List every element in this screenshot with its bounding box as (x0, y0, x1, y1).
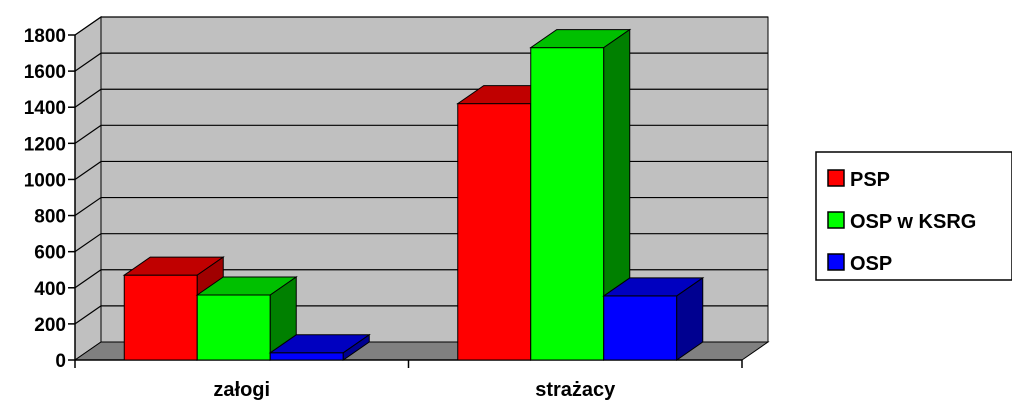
bar-front (457, 103, 532, 361)
legend: PSP OSP w KSRG OSP (815, 151, 1012, 281)
bar (195, 276, 298, 361)
y-tick-label: 800 (34, 207, 66, 228)
legend-swatch (827, 253, 845, 271)
bar (602, 276, 705, 361)
bar-side (342, 333, 370, 361)
y-tick-label: 1400 (24, 98, 66, 119)
x-category-label: strażacy (535, 379, 616, 401)
y-tick-label: 1000 (24, 170, 66, 191)
y-tick-label: 1800 (24, 26, 66, 47)
bar-front (603, 295, 678, 361)
axis-labels: 0 200 400 600 800 1000 1200 1400 1600 1800 załogi s… (24, 26, 616, 401)
y-tick-label: 1200 (24, 134, 66, 155)
legend-label: PSP (850, 169, 890, 191)
bar-front (530, 47, 605, 361)
y-tick-label: 400 (34, 279, 66, 300)
bar-front (123, 274, 198, 361)
bar-front (196, 294, 271, 361)
legend-swatch (827, 169, 845, 187)
y-tick-label: 1600 (24, 62, 66, 83)
bar-front (269, 352, 344, 361)
legend-label: OSP (850, 253, 892, 275)
legend-box (815, 151, 1012, 281)
y-tick-label: 0 (55, 351, 66, 372)
legend-swatch (827, 211, 845, 229)
gridline (74, 16, 768, 36)
x-category-label: załogi (213, 379, 270, 401)
bars (122, 28, 705, 361)
bar (268, 333, 371, 361)
y-tick-label: 200 (34, 315, 66, 336)
bar-side (676, 276, 704, 361)
y-tick-label: 600 (34, 243, 66, 264)
legend-label: OSP w KSRG (850, 211, 976, 233)
bar (529, 28, 632, 361)
